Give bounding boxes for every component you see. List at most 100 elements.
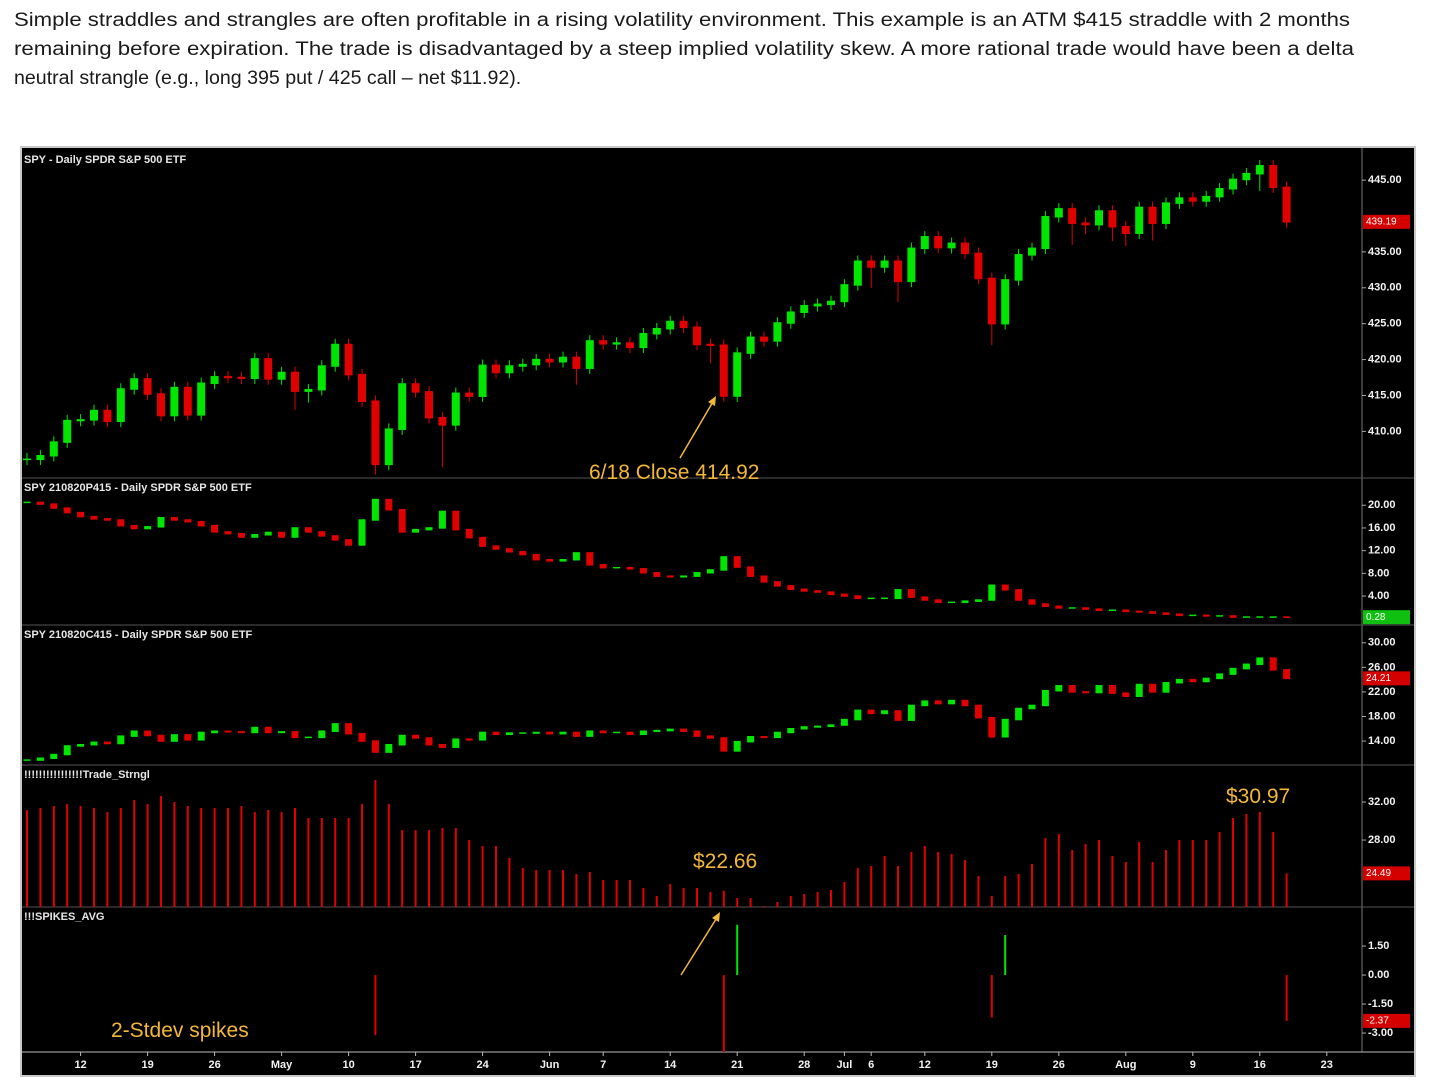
candle-body [210, 376, 219, 385]
candle-body [948, 601, 956, 604]
candle-body [572, 731, 580, 737]
candle-body [653, 572, 661, 577]
candle-body [411, 383, 420, 393]
bar [267, 810, 270, 907]
bar [1285, 975, 1288, 1021]
candle-body [170, 386, 179, 417]
candle-body [492, 364, 500, 374]
candle-body [545, 358, 554, 363]
candle-body [291, 527, 299, 538]
candle-body [23, 458, 31, 461]
candle-body [1256, 616, 1264, 618]
candle-body [1256, 657, 1264, 666]
bar [1031, 864, 1033, 907]
candle-body [183, 386, 192, 416]
candle-body [613, 566, 621, 569]
candle-body [304, 736, 312, 739]
candle-body [827, 724, 835, 728]
candle-body [77, 511, 85, 518]
panel-title: !!!!!!!!!!!!!!!!Trade_Strngl [24, 769, 150, 781]
candle-body [1149, 683, 1157, 693]
candle-body [1162, 681, 1170, 693]
y-tick-label: 30.00 [1368, 637, 1396, 649]
candle-body [626, 731, 634, 736]
bar [1098, 840, 1100, 907]
bar [1245, 814, 1248, 907]
candle-body [1015, 589, 1023, 601]
candle-body [184, 519, 192, 523]
candle-body [988, 584, 996, 601]
candle-body [130, 378, 139, 390]
candle-body [452, 510, 460, 531]
candle-body [224, 531, 232, 535]
y-tick-label: 430.00 [1368, 282, 1402, 294]
candle-body [358, 373, 366, 402]
bar [736, 924, 739, 976]
candle-body [77, 743, 85, 747]
candle-body [143, 378, 152, 395]
candle-body [398, 509, 406, 533]
y-tick-label: 12.00 [1368, 545, 1396, 557]
candle-body [760, 336, 768, 342]
intro-line: remaining before expiration. The trade i… [14, 38, 1354, 60]
candle-body [1189, 678, 1197, 683]
bar [401, 830, 404, 907]
candle-body [384, 428, 393, 466]
candle-body [1282, 186, 1291, 223]
candle-body [706, 735, 714, 739]
candle-body [961, 600, 969, 604]
candle-body [157, 393, 165, 417]
bar [776, 902, 779, 907]
candle-body [1242, 616, 1250, 618]
candle-body [934, 599, 942, 604]
bar [990, 975, 993, 1018]
candle-body [371, 400, 380, 466]
bar [441, 828, 444, 907]
y-tick-label: 415.00 [1368, 389, 1402, 401]
candle-body [1095, 685, 1103, 694]
last-value-tag [1363, 671, 1410, 686]
x-tick-label: 16 [1254, 1059, 1266, 1071]
bar [173, 802, 176, 907]
candle-body [921, 596, 929, 601]
candle-body [1162, 612, 1170, 615]
candle-body [451, 392, 460, 426]
candle-body [492, 545, 500, 550]
candle-body [438, 416, 447, 426]
bar [495, 846, 497, 907]
candle-body [706, 569, 714, 574]
candle-body [103, 741, 111, 745]
candle-body [518, 363, 527, 367]
candle-body [1028, 599, 1036, 605]
candle-body [23, 501, 31, 504]
candle-body [304, 527, 312, 533]
x-tick-label: 12 [74, 1059, 86, 1071]
candle-body [1068, 208, 1077, 224]
bar [749, 898, 752, 907]
candle-body [1202, 677, 1210, 683]
y-tick-label: 16.00 [1368, 522, 1396, 534]
candle-body [747, 566, 755, 577]
y-tick-label: 4.00 [1368, 590, 1389, 602]
bar [910, 852, 913, 907]
bar [200, 808, 203, 907]
last-value-tag [1363, 214, 1410, 229]
candle-body [786, 311, 795, 324]
candle-body [1188, 197, 1197, 202]
candle-body [197, 520, 205, 527]
candle-body [344, 343, 353, 376]
candle-body [1081, 222, 1090, 226]
intro-line: Simple straddles and strangles are often… [14, 9, 1350, 31]
candle-body [211, 730, 219, 734]
bar [682, 888, 685, 907]
bar [789, 895, 792, 907]
bar [990, 895, 993, 907]
candle-body [1108, 609, 1116, 611]
candle-body [425, 391, 433, 419]
bar [856, 868, 859, 907]
candle-body [130, 730, 138, 737]
candle-body [1028, 704, 1036, 710]
candle-body [1121, 226, 1130, 235]
candle-body [519, 732, 527, 734]
x-tick-label: 26 [1053, 1059, 1065, 1071]
